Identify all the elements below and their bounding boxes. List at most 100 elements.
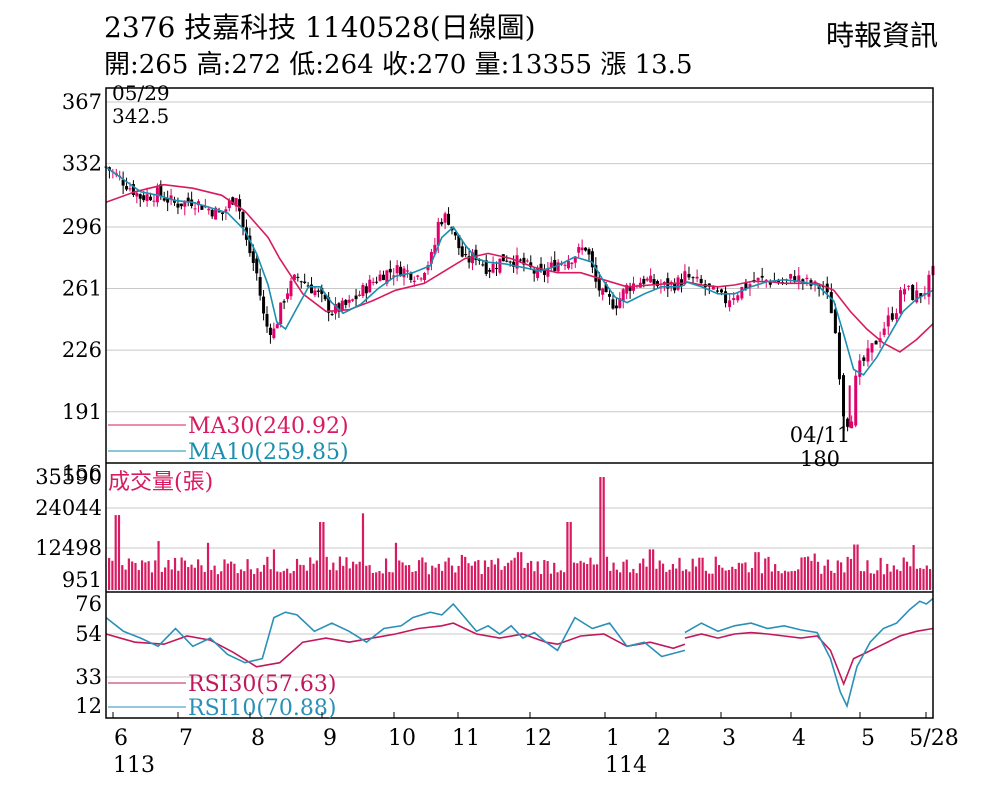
candle bbox=[268, 323, 272, 344]
candle-body bbox=[471, 252, 475, 264]
candle bbox=[580, 239, 584, 255]
candle-body bbox=[720, 289, 724, 293]
candle-body bbox=[536, 268, 540, 278]
candle bbox=[419, 277, 423, 282]
volume-bar bbox=[200, 565, 203, 590]
volume-bar bbox=[757, 552, 760, 590]
candle-body bbox=[327, 297, 331, 313]
candle bbox=[801, 278, 805, 291]
candle-body bbox=[580, 247, 584, 251]
volume-bar bbox=[652, 549, 655, 590]
volume-bar bbox=[714, 556, 717, 590]
volume-bar bbox=[286, 568, 289, 590]
volume-bar bbox=[912, 545, 915, 590]
candle-body bbox=[330, 314, 334, 316]
candle-body bbox=[553, 259, 557, 271]
candle-body bbox=[715, 290, 719, 292]
volume-bar bbox=[388, 571, 391, 590]
candle-body bbox=[388, 268, 392, 273]
candle bbox=[587, 247, 591, 262]
volume-bar bbox=[879, 557, 882, 590]
candle bbox=[699, 274, 703, 285]
volume-bar bbox=[810, 560, 813, 590]
candle bbox=[882, 321, 886, 338]
volume-bar bbox=[925, 565, 928, 590]
volume-bar bbox=[876, 570, 879, 590]
volume-bar bbox=[473, 561, 477, 590]
volume-bar bbox=[493, 564, 496, 590]
candle bbox=[736, 291, 740, 303]
volume-bar bbox=[615, 569, 618, 590]
price-tick-label: 332 bbox=[62, 152, 102, 176]
candle-body bbox=[768, 281, 772, 285]
volume-bar bbox=[520, 552, 523, 590]
candle-body bbox=[491, 263, 495, 273]
volume-bar bbox=[292, 570, 295, 590]
volume-bar bbox=[734, 568, 737, 590]
candle-body bbox=[248, 235, 252, 254]
volume-bar bbox=[480, 574, 483, 590]
volume-bar bbox=[513, 557, 516, 590]
candle-body bbox=[149, 196, 153, 201]
price-tick-label: 226 bbox=[62, 338, 102, 362]
candle-body bbox=[911, 284, 915, 301]
volume-tick-label: 35590 bbox=[35, 465, 102, 489]
x-month-label: 5/28 bbox=[909, 726, 958, 751]
candle-body bbox=[412, 280, 416, 283]
candle bbox=[525, 258, 529, 263]
volume-bar bbox=[279, 572, 282, 590]
volume-bar bbox=[398, 560, 401, 590]
candle-body bbox=[423, 272, 427, 280]
volume-bar bbox=[635, 573, 638, 590]
volume-bar bbox=[747, 572, 750, 590]
candle bbox=[683, 264, 687, 280]
volume-bar bbox=[543, 559, 546, 590]
x-month-label: 9 bbox=[323, 726, 337, 751]
volume-bar bbox=[661, 563, 665, 590]
volume-bar bbox=[460, 554, 463, 590]
volume-bar bbox=[490, 559, 493, 590]
candle bbox=[529, 255, 533, 271]
volume-bar bbox=[836, 560, 839, 590]
candle-body bbox=[508, 261, 512, 263]
candle-body bbox=[159, 184, 163, 197]
volume-bar bbox=[539, 574, 543, 590]
volume-bar bbox=[236, 573, 239, 590]
candle-body bbox=[361, 284, 365, 296]
volume-bar bbox=[764, 558, 767, 590]
volume-bar bbox=[622, 561, 625, 590]
volume-bar bbox=[896, 569, 899, 590]
volume-bar bbox=[803, 557, 806, 590]
candle bbox=[152, 194, 156, 207]
volume-bar bbox=[556, 572, 559, 590]
x-month-label: 6 bbox=[114, 726, 128, 751]
panel-frames bbox=[105, 87, 934, 719]
candle bbox=[601, 287, 605, 301]
candle-body bbox=[169, 195, 173, 200]
candle-body bbox=[299, 281, 303, 283]
volume-bar bbox=[688, 571, 691, 590]
volume-bar bbox=[157, 541, 160, 590]
volume-bar bbox=[394, 542, 398, 590]
volume-bar bbox=[269, 569, 272, 590]
volume-bar bbox=[497, 558, 500, 590]
candle bbox=[179, 203, 183, 210]
volume-bar bbox=[859, 571, 862, 590]
candle-body bbox=[498, 258, 502, 273]
volume-bar bbox=[421, 557, 424, 590]
candle-body bbox=[196, 201, 200, 206]
volume-bar bbox=[671, 563, 675, 590]
candle bbox=[898, 286, 902, 315]
candle-body bbox=[344, 300, 348, 305]
candle bbox=[573, 255, 577, 268]
candle-body bbox=[279, 302, 283, 325]
volume-bar bbox=[681, 570, 684, 590]
candle bbox=[858, 354, 862, 385]
candle-body bbox=[566, 261, 570, 269]
candle-body bbox=[193, 208, 197, 210]
candle bbox=[316, 288, 320, 298]
candle bbox=[186, 192, 190, 207]
candle-body bbox=[474, 249, 478, 261]
volume-bar bbox=[760, 573, 764, 590]
candle-body bbox=[907, 285, 911, 287]
